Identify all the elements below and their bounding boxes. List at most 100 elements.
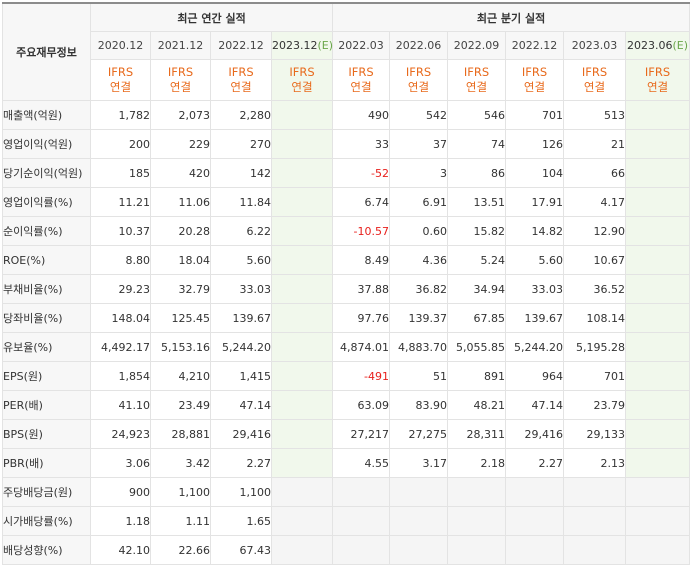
ifrs-consolidated-label: IFRS 연결 — [447, 59, 507, 101]
annual-period: 2020.12 — [90, 31, 151, 60]
table-row: 배당성향(%) 42.10 22.66 67.43 — [2, 535, 691, 565]
annual-value-cell: 3.06 — [90, 448, 151, 478]
table-row: EPS(원) 1,854 4,210 1,415 -491 51 891 964 701 — [2, 361, 691, 391]
annual-value-cell: 185 — [90, 158, 151, 188]
quarter-value-cell: 2.27 — [505, 448, 565, 478]
quarter-value-cell: 6.74 — [332, 187, 391, 217]
ifrs-label-bottom: 연결 — [291, 80, 313, 94]
ifrs-label-bottom: 연결 — [350, 80, 372, 94]
annual-value-cell: 200 — [90, 129, 151, 159]
ifrs-consolidated-label: IFRS 연결 — [270, 59, 334, 101]
row-label: 주당배당금(원) — [2, 477, 91, 507]
quarter-value-cell — [625, 187, 691, 217]
ifrs-label-top: IFRS — [463, 65, 490, 79]
quarter-value-cell — [625, 477, 691, 507]
quarter-value-cell — [563, 506, 627, 536]
annual-period-estimate: 2023.12(E) — [270, 31, 333, 60]
ifrs-label-bottom: 연결 — [169, 80, 192, 94]
annual-value-cell — [270, 245, 334, 275]
row-label: EPS(원) — [2, 361, 91, 391]
annual-value-cell: 6.22 — [210, 216, 272, 246]
quarter-value-cell: 513 — [563, 100, 627, 130]
table-row: 영업이익(억원) 200 229 270 33 37 74 126 21 — [2, 129, 691, 159]
quarter-period: 2022.03 — [332, 31, 391, 60]
quarter-period: 2023.03 — [563, 31, 627, 60]
quarter-value-cell — [625, 535, 691, 565]
quarter-value-cell — [625, 216, 691, 246]
quarter-value-cell: 3 — [389, 158, 449, 188]
quarter-value-cell: -491 — [332, 361, 391, 391]
quarter-value-cell: 701 — [563, 361, 627, 391]
quarter-value-cell: 51 — [389, 361, 449, 391]
quarter-value-cell: -52 — [332, 158, 391, 188]
table-row: 주당배당금(원) 900 1,100 1,100 — [2, 477, 691, 507]
annual-value-cell — [270, 448, 334, 478]
quarter-value-cell — [625, 419, 691, 449]
row-header-title: 주요재무정보 — [2, 2, 91, 101]
quarter-value-cell: 14.82 — [505, 216, 565, 246]
annual-value-cell: 142 — [210, 158, 272, 188]
quarter-value-cell: 4.17 — [563, 187, 627, 217]
quarter-value-cell — [389, 477, 449, 507]
quarter-value-cell: 21 — [563, 129, 627, 159]
ifrs-label-bottom: 연결 — [583, 80, 606, 94]
quarter-value-cell: 701 — [505, 100, 565, 130]
table-row: 당기순이익(억원) 185 420 142 -52 3 86 104 66 — [2, 158, 691, 188]
annual-value-cell: 5.60 — [210, 245, 272, 275]
quarter-value-cell: 66 — [563, 158, 627, 188]
quarter-value-cell: 17.91 — [505, 187, 565, 217]
quarter-value-cell: 104 — [505, 158, 565, 188]
quarter-value-cell: 964 — [505, 361, 565, 391]
annual-value-cell: 1.18 — [90, 506, 151, 536]
quarter-value-cell — [447, 506, 507, 536]
quarter-value-cell: 6.91 — [389, 187, 449, 217]
quarter-value-cell — [332, 506, 391, 536]
quarter-value-cell — [447, 535, 507, 565]
quarter-value-cell: 34.94 — [447, 274, 507, 304]
annual-value-cell: 32.79 — [150, 274, 211, 304]
annual-value-cell: 1.11 — [150, 506, 211, 536]
row-label: 영업이익률(%) — [2, 187, 91, 217]
quarter-value-cell: 63.09 — [332, 390, 391, 420]
annual-value-cell: 1,854 — [90, 361, 151, 391]
quarter-value-cell: 13.51 — [447, 187, 507, 217]
quarter-period-estimate: 2023.06(E) — [625, 31, 691, 60]
ifrs-label-top: IFRS — [521, 65, 548, 79]
annual-value-cell: 1,782 — [90, 100, 151, 130]
quarter-value-cell — [625, 158, 691, 188]
annual-value-cell: 4,492.17 — [90, 332, 151, 362]
annual-value-cell: 1,100 — [150, 477, 211, 507]
quarter-value-cell: 97.76 — [332, 303, 391, 333]
annual-value-cell: 5,244.20 — [210, 332, 272, 362]
annual-value-cell: 11.21 — [90, 187, 151, 217]
quarter-value-cell: 5,195.28 — [563, 332, 627, 362]
quarter-value-cell — [332, 535, 391, 565]
quarter-value-cell: 15.82 — [447, 216, 507, 246]
annual-value-cell — [270, 274, 334, 304]
quarter-period: 2022.12 — [505, 31, 565, 60]
estimate-mark: (E) — [672, 39, 689, 52]
annual-value-cell: 23.49 — [150, 390, 211, 420]
quarter-value-cell — [563, 477, 627, 507]
annual-value-cell — [270, 187, 334, 217]
quarter-value-cell: 12.90 — [563, 216, 627, 246]
quarter-value-cell — [625, 274, 691, 304]
quarter-value-cell — [389, 506, 449, 536]
annual-value-cell: 24,923 — [90, 419, 151, 449]
ifrs-consolidated-label: IFRS 연결 — [210, 59, 272, 101]
annual-value-cell: 11.06 — [150, 187, 211, 217]
quarter-value-cell: 2.13 — [563, 448, 627, 478]
ifrs-label-top: IFRS — [167, 65, 194, 79]
quarter-value-cell: 33.03 — [505, 274, 565, 304]
annual-value-cell: 22.66 — [150, 535, 211, 565]
ifrs-label-bottom: 연결 — [646, 80, 669, 94]
ifrs-label-bottom: 연결 — [523, 80, 546, 94]
quarter-value-cell: 29,133 — [563, 419, 627, 449]
quarter-value-cell: 4,874.01 — [332, 332, 391, 362]
annual-value-cell: 229 — [150, 129, 211, 159]
annual-value-cell — [270, 303, 334, 333]
quarter-value-cell: 891 — [447, 361, 507, 391]
annual-value-cell: 20.28 — [150, 216, 211, 246]
quarter-value-cell — [625, 332, 691, 362]
